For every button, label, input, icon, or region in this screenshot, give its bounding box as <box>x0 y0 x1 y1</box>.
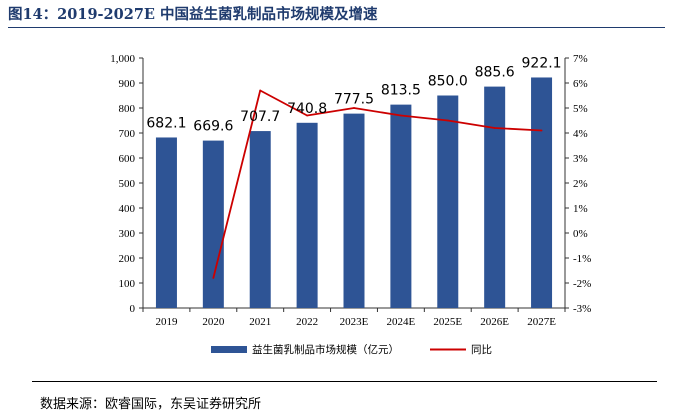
bar <box>484 86 506 308</box>
y-left-tick-label: 600 <box>119 153 136 165</box>
yoy-point <box>446 119 449 122</box>
bar <box>437 95 459 308</box>
y-left-tick-label: 100 <box>119 278 136 290</box>
source-note: 数据来源：欧睿国际，东吴证券研究所 <box>40 397 262 412</box>
bar-data-label: 740.8 <box>287 101 327 117</box>
y-right-tick-label: 0% <box>573 228 588 240</box>
chart-legend: 益生菌乳制品市场规模（亿元） 同比 <box>211 343 492 356</box>
yoy-point <box>540 129 543 132</box>
data-labels: 682.1 669.6 707.7 740.8 777.5 813.5 850.0 885.6… <box>146 55 561 134</box>
yoy-point <box>493 127 496 129</box>
y-left-tick-label: 900 <box>119 78 136 90</box>
legend-line-label: 同比 <box>471 343 492 356</box>
yoy-line <box>212 89 542 279</box>
y-right-tick-label: -1% <box>573 253 591 265</box>
x-tick-label: 2021 <box>249 316 271 328</box>
bar-data-label: 813.5 <box>381 83 421 99</box>
y-right-tick-label: 5% <box>573 103 588 115</box>
yoy-point <box>212 277 215 279</box>
x-tick-label: 2020 <box>202 316 225 328</box>
bar-data-label: 922.1 <box>522 55 562 71</box>
y-left-tick-label: 200 <box>119 253 136 265</box>
legend-bar-label: 益生菌乳制品市场规模（亿元） <box>252 343 399 356</box>
y-right-tick-label: -3% <box>573 303 591 315</box>
x-tick-label: 2022 <box>296 316 318 328</box>
y-right-tick-label: 6% <box>573 78 588 90</box>
figure-title: 图14：2019-2027E 中国益生菌乳制品市场规模及增速 <box>8 6 378 23</box>
legend-bar-swatch <box>211 346 247 353</box>
title-underline <box>8 27 665 28</box>
source-divider <box>32 381 657 382</box>
y-right-tick-label: 2% <box>573 178 588 190</box>
y-left-tick-label: 300 <box>119 228 136 240</box>
y-right-tick-label: 4% <box>573 128 588 140</box>
bar-series <box>155 77 553 308</box>
bar-data-label: 777.5 <box>334 92 374 108</box>
x-tick-label: 2025E <box>433 316 462 328</box>
y-left-tick-label: 1,000 <box>110 53 135 65</box>
x-tick-label: 2019 <box>155 316 178 328</box>
bar <box>202 140 224 308</box>
bar <box>249 131 271 308</box>
yoy-point <box>259 89 262 92</box>
y-left-tick-label: 0 <box>130 303 136 315</box>
yoy-point <box>353 107 355 109</box>
bar-data-label: 885.6 <box>475 65 515 81</box>
bar-data-label: 850.0 <box>428 74 468 90</box>
yoy-point <box>399 114 402 117</box>
y-left-tick-label: 400 <box>119 203 136 215</box>
y-left-tick-label: 800 <box>119 103 136 115</box>
x-tick-label: 2023E <box>340 316 369 328</box>
x-tick-label: 2026E <box>480 316 509 328</box>
bar <box>390 104 412 308</box>
bar-data-label: 682.1 <box>146 115 186 131</box>
bar <box>531 77 553 308</box>
bar-data-label: 669.6 <box>193 119 233 135</box>
y-right-tick-label: -2% <box>573 278 591 290</box>
y-right-tick-label: 1% <box>573 203 588 215</box>
y-left-tick-label: 700 <box>119 128 136 140</box>
y-left-tick-label: 500 <box>119 178 136 190</box>
line-series <box>212 89 543 279</box>
bar <box>155 137 177 308</box>
bar-data-label: 707.7 <box>240 109 280 125</box>
y-right-tick-label: 3% <box>573 153 588 165</box>
x-tick-label: 2024E <box>387 316 416 328</box>
bar <box>296 122 318 308</box>
y-right-tick-label: 7% <box>573 53 588 65</box>
bar <box>343 113 365 308</box>
x-tick-label: 2027E <box>527 316 556 328</box>
chart-axes: 0 100 200 300 400 500 600 700 800 900 1,000 -3% -2% -… <box>110 53 591 328</box>
yoy-point <box>306 114 309 117</box>
